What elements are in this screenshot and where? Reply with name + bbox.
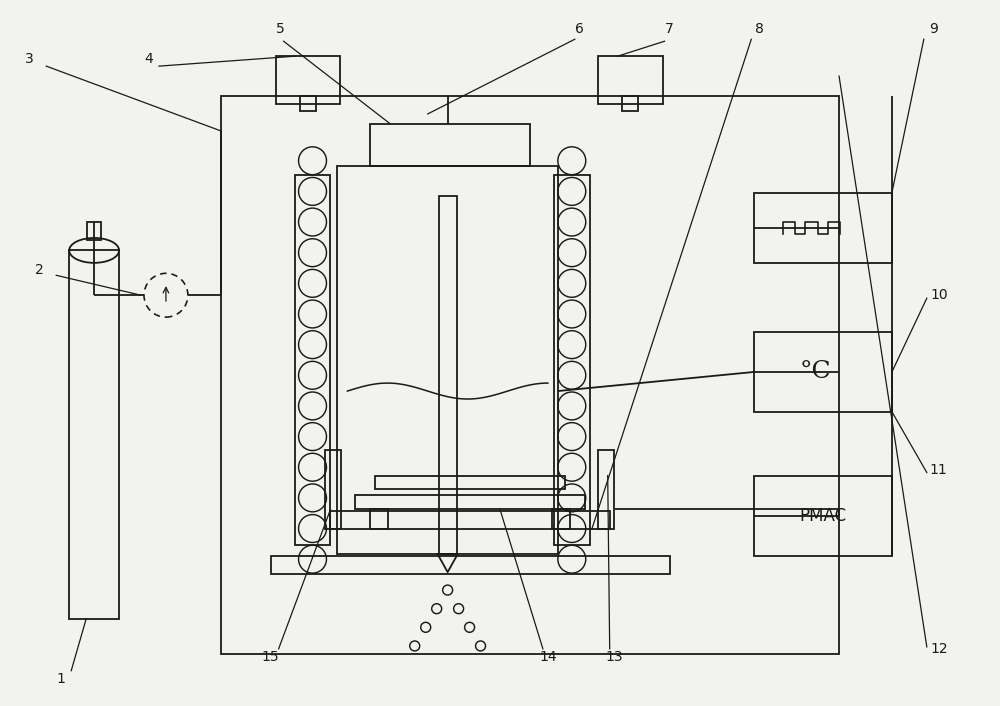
Text: 13: 13 (606, 650, 623, 664)
Text: 15: 15 (262, 650, 279, 664)
Bar (69, 251, 119, 619)
Text: 11: 11 (930, 462, 948, 477)
Bar (271, 556, 670, 574)
Text: PMAC: PMAC (800, 507, 847, 525)
Text: 4: 4 (145, 52, 153, 66)
Text: 7: 7 (665, 23, 674, 36)
Bar (375, 476, 565, 489)
Text: 14: 14 (539, 650, 557, 664)
Bar (552, 510, 570, 530)
Bar (622, 96, 638, 111)
Bar (554, 174, 590, 545)
Bar (337, 166, 558, 554)
Bar (598, 450, 614, 530)
Bar (370, 124, 530, 166)
Text: 6: 6 (575, 23, 584, 36)
Text: 8: 8 (755, 23, 764, 36)
Text: °C: °C (799, 361, 831, 383)
Bar (754, 332, 892, 412)
Bar (300, 96, 316, 111)
Bar (221, 96, 839, 654)
Bar (439, 196, 457, 554)
Bar (330, 511, 610, 530)
Bar (295, 174, 330, 545)
Bar (87, 222, 101, 240)
Text: 9: 9 (929, 23, 938, 36)
Text: 2: 2 (35, 263, 44, 277)
Bar (754, 193, 892, 263)
Bar (370, 510, 388, 530)
Bar (598, 56, 663, 104)
Bar (355, 496, 585, 510)
Text: 1: 1 (57, 671, 66, 686)
Bar (754, 476, 892, 556)
Text: 5: 5 (276, 23, 285, 36)
Text: 3: 3 (25, 52, 34, 66)
Bar (276, 56, 340, 104)
Text: 10: 10 (930, 288, 948, 302)
Text: 12: 12 (930, 642, 948, 656)
Bar (325, 450, 341, 530)
